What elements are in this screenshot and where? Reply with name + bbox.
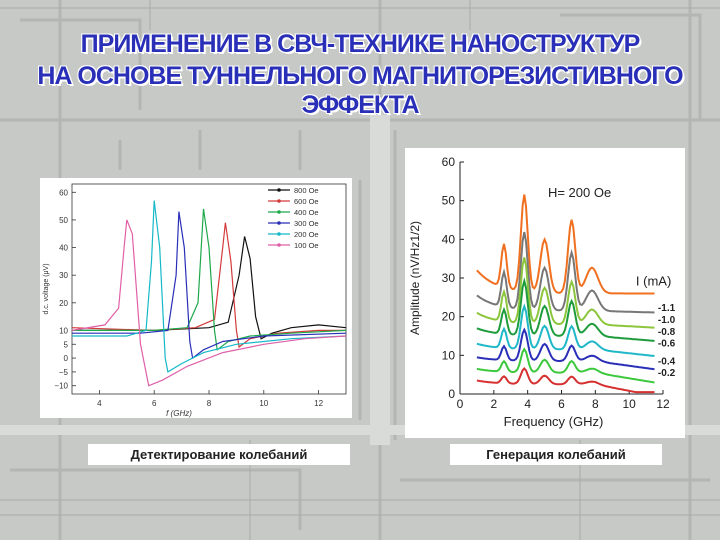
spectrum-line--1.0 <box>476 231 655 314</box>
current-label: -1.1 <box>658 303 676 314</box>
legend-label: 200 Oe <box>294 230 319 239</box>
y-tick-label: 60 <box>59 188 68 197</box>
y-tick-label: 0 <box>448 387 455 401</box>
x-tick-label: 8 <box>592 397 599 411</box>
x-tick-label: 10 <box>622 397 636 411</box>
x-tick-label: 12 <box>314 399 323 408</box>
x-axis-label: Frequency (GHz) <box>504 414 604 429</box>
legend-label: 800 Oe <box>294 186 319 195</box>
slide-title-line1: ПРИМЕНЕНИЕ В СВЧ-ТЕХНИКЕ НАНОСТРУКТУР <box>80 30 641 58</box>
y-tick-label: 10 <box>59 326 68 335</box>
y-tick-label: 60 <box>442 155 456 169</box>
legend-label: 100 Oe <box>294 241 319 250</box>
y-axis-label: d.c. voltage (μV) <box>43 263 50 314</box>
y-tick-label: 30 <box>59 271 68 280</box>
legend-marker <box>277 188 281 192</box>
spectrum-line--0.3 <box>476 327 655 371</box>
y-tick-label: −5 <box>59 368 69 377</box>
spectrum-line--0.2 <box>476 367 655 394</box>
legend-marker <box>277 232 281 236</box>
series-line-400-Oe <box>72 208 347 351</box>
y-tick-label: 0 <box>64 354 69 363</box>
current-label: -0.8 <box>658 327 676 338</box>
x-tick-label: 4 <box>524 397 531 411</box>
generation-chart: 0 2 4 6 8 10 12 0 10 20 30 40 50 60 Frequency (GHz) Amp… <box>408 155 676 429</box>
legend-label: 600 Oe <box>294 197 319 206</box>
y-tick-label: 5 <box>64 340 69 349</box>
detection-chart: 4 6 8 10 12 −10 −5 0 5 10 20 30 40 50 60 f (GHz) d.c. vo… <box>43 183 347 418</box>
series-line-100-Oe <box>71 219 347 387</box>
series-line-600-Oe <box>71 222 346 349</box>
x-tick-label: 0 <box>457 397 464 411</box>
y-tick-label: 40 <box>59 244 68 253</box>
legend-marker <box>277 221 281 225</box>
current-label: -0.4 <box>658 357 676 368</box>
y-tick-label: 40 <box>442 232 456 246</box>
y-tick-label: −10 <box>54 382 68 391</box>
x-tick-label: 6 <box>558 397 565 411</box>
current-label: -0.2 <box>658 368 676 379</box>
current-label: -1.0 <box>658 315 676 326</box>
legend-label: 300 Oe <box>294 219 319 228</box>
caption-generation: Генерация колебаний <box>450 444 662 465</box>
slide-title-line2: НА ОСНОВЕ ТУННЕЛЬНОГО МАГНИТОРЕЗИСТИВНОГ… <box>37 62 683 119</box>
generation-chart-panel: 0 2 4 6 8 10 12 0 10 20 30 40 50 60 Frequency (GHz) Amp… <box>405 148 685 438</box>
spectrum-line--0.25 <box>476 347 655 384</box>
legend-label: 400 Oe <box>294 208 319 217</box>
legend-title: I (mA) <box>636 274 671 289</box>
y-axis-label: Amplitude (nV/Hz1/2) <box>408 221 422 335</box>
x-tick-label: 6 <box>152 399 157 408</box>
x-axis-label: f (GHz) <box>166 409 192 418</box>
y-tick-label: 30 <box>442 271 456 285</box>
y-tick-label: 10 <box>442 348 456 362</box>
series-line-200-Oe <box>72 200 347 373</box>
y-tick-label: 50 <box>442 194 456 208</box>
series-line-800-Oe <box>72 236 347 340</box>
detection-chart-panel: 4 6 8 10 12 −10 −5 0 5 10 20 30 40 50 60 f (GHz) d.c. vo… <box>40 178 352 418</box>
x-tick-label: 10 <box>259 399 268 408</box>
spectrum-line--0.6 <box>476 277 655 342</box>
spectrum-line--0.8 <box>476 257 655 329</box>
x-tick-label: 2 <box>490 397 497 411</box>
legend-marker <box>277 210 281 214</box>
legend-marker <box>277 243 281 247</box>
y-tick-label: 50 <box>59 216 68 225</box>
y-tick-label: 20 <box>59 299 68 308</box>
caption-detection: Детектирование колебаний <box>88 444 350 465</box>
legend-marker <box>277 199 281 203</box>
field-annotation: H= 200 Oe <box>548 185 611 200</box>
spectrum-line--0.4 <box>476 303 655 357</box>
x-tick-label: 12 <box>656 397 670 411</box>
x-tick-label: 8 <box>207 399 212 408</box>
y-tick-label: 20 <box>442 310 456 324</box>
spectrum-line--1.1 <box>476 194 655 295</box>
x-tick-label: 4 <box>97 399 102 408</box>
current-label: -0.6 <box>658 338 676 349</box>
